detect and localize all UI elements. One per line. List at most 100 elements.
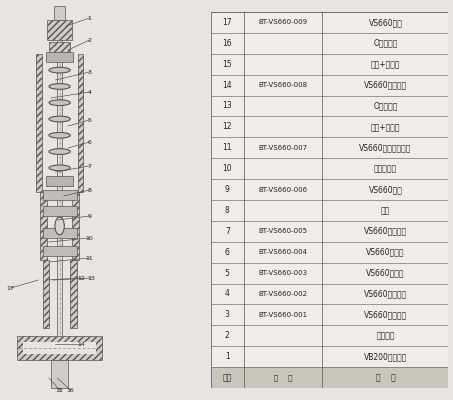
Bar: [211, 200, 448, 221]
Text: 代    号: 代 号: [274, 374, 293, 381]
Text: 挡圈+青铜粉: 挡圈+青铜粉: [371, 60, 400, 69]
Text: VS660密封口垫: VS660密封口垫: [364, 81, 407, 90]
Ellipse shape: [49, 116, 70, 122]
Text: 轴用格莱圈: 轴用格莱圈: [374, 164, 397, 173]
Bar: [57, 8, 62, 388]
Bar: [211, 284, 448, 304]
Text: 14: 14: [222, 81, 232, 90]
Bar: [43, 228, 77, 238]
Text: O型密封圈: O型密封圈: [373, 102, 398, 110]
Bar: [211, 263, 448, 284]
Bar: [211, 325, 448, 346]
Bar: [47, 20, 72, 40]
Text: 15: 15: [56, 388, 63, 392]
Text: 六角螺母: 六角螺母: [376, 331, 395, 340]
Ellipse shape: [49, 100, 70, 106]
Ellipse shape: [49, 149, 70, 154]
Text: 4: 4: [225, 290, 230, 298]
Text: 12: 12: [77, 276, 85, 280]
Text: 钢球: 钢球: [381, 206, 390, 215]
Text: 9: 9: [225, 185, 230, 194]
Text: VB200调压螺钉: VB200调压螺钉: [364, 352, 407, 361]
Text: BT-VS660-009: BT-VS660-009: [259, 20, 308, 26]
Bar: [211, 33, 448, 54]
Text: 15: 15: [222, 60, 232, 69]
Text: 1: 1: [225, 352, 230, 361]
Bar: [78, 54, 83, 192]
Text: 2: 2: [87, 38, 92, 42]
Bar: [211, 54, 448, 75]
Bar: [49, 42, 70, 54]
Text: VS660调压阀座: VS660调压阀座: [364, 227, 407, 236]
Text: 16: 16: [67, 388, 74, 392]
Text: VS660阀杆: VS660阀杆: [368, 18, 402, 27]
Bar: [211, 96, 448, 116]
Bar: [211, 12, 448, 33]
Text: BT-VS660-006: BT-VS660-006: [259, 186, 308, 192]
Text: 17: 17: [7, 286, 14, 290]
Text: VS660调压管: VS660调压管: [366, 269, 405, 278]
Text: BT-VS660-004: BT-VS660-004: [259, 249, 308, 255]
Text: BT-VS660-005: BT-VS660-005: [259, 228, 308, 234]
Text: 14: 14: [77, 342, 85, 346]
Text: 9: 9: [87, 214, 92, 218]
Text: VS660密封导向垫片: VS660密封导向垫片: [359, 143, 412, 152]
Bar: [46, 176, 73, 186]
Text: 5: 5: [87, 118, 92, 122]
Text: VS660弹簧上垫: VS660弹簧上垫: [364, 310, 407, 319]
Ellipse shape: [49, 67, 70, 73]
Text: 5: 5: [225, 269, 230, 278]
Text: 7: 7: [225, 227, 230, 236]
Text: 3: 3: [87, 70, 92, 74]
Ellipse shape: [49, 132, 70, 138]
Text: 12: 12: [222, 122, 232, 131]
Bar: [211, 158, 448, 179]
Text: VS660调压弹簧: VS660调压弹簧: [364, 290, 407, 298]
Bar: [211, 346, 448, 367]
Ellipse shape: [49, 84, 70, 89]
Bar: [211, 137, 448, 158]
Bar: [17, 336, 102, 360]
Text: 1: 1: [87, 16, 92, 20]
Text: 10: 10: [222, 164, 232, 173]
Text: 13: 13: [87, 276, 96, 280]
Text: 2: 2: [225, 331, 230, 340]
Bar: [54, 6, 65, 20]
Text: VS660弹簧托: VS660弹簧托: [366, 248, 405, 257]
Text: O型密封圈: O型密封圈: [373, 39, 398, 48]
Text: 3: 3: [225, 310, 230, 319]
Bar: [211, 75, 448, 96]
Bar: [72, 192, 79, 260]
Text: 13: 13: [222, 102, 232, 110]
Text: 17: 17: [222, 18, 232, 27]
Text: 挡圈+青铜粉: 挡圈+青铜粉: [371, 122, 400, 131]
Text: BT-VS660-002: BT-VS660-002: [259, 291, 308, 297]
Text: 16: 16: [222, 39, 232, 48]
Text: 7: 7: [87, 164, 92, 168]
Bar: [43, 190, 77, 200]
Text: BT-VS660-007: BT-VS660-007: [259, 145, 308, 151]
Text: 6: 6: [225, 248, 230, 257]
Bar: [51, 360, 68, 388]
Text: 10: 10: [86, 236, 93, 240]
Text: BT-VS660-001: BT-VS660-001: [259, 312, 308, 318]
Bar: [36, 54, 42, 192]
Bar: [211, 304, 448, 325]
Text: BT-VS660-003: BT-VS660-003: [259, 270, 308, 276]
Text: 序号: 序号: [223, 373, 232, 382]
Bar: [211, 116, 448, 137]
Bar: [24, 342, 96, 354]
Text: 8: 8: [87, 188, 92, 192]
Text: 11: 11: [86, 256, 93, 260]
Text: 6: 6: [87, 140, 92, 144]
Ellipse shape: [49, 165, 70, 171]
Circle shape: [55, 217, 64, 235]
Bar: [40, 192, 47, 260]
Text: BT-VS660-008: BT-VS660-008: [259, 82, 308, 88]
Text: 名    称: 名 称: [376, 373, 395, 382]
Bar: [43, 206, 77, 216]
Bar: [211, 242, 448, 263]
Text: 11: 11: [222, 143, 232, 152]
Bar: [211, 367, 448, 388]
Bar: [46, 52, 73, 62]
